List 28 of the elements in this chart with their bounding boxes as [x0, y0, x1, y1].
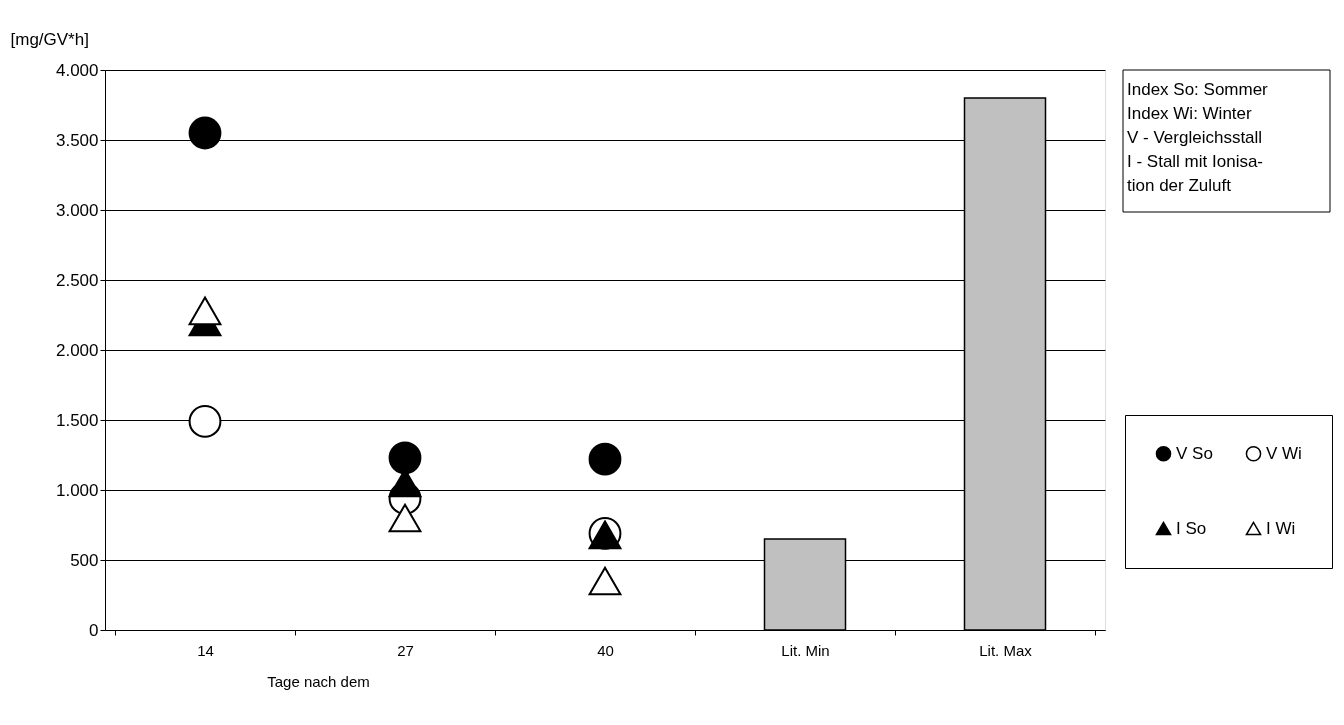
- text: Index So: Sommer Index Wi: Winter V - Vergleichsstall I - Stall mit Ionisa- tion der Zuluft: [1127, 80, 1269, 195]
- y-tick-label: 2.000: [55, 340, 99, 360]
- legend-label: V So: [1176, 443, 1213, 463]
- y-tick-label: 500: [70, 550, 99, 570]
- point: [188, 296, 222, 326]
- legend-label: I So: [1176, 518, 1207, 538]
- point: [588, 442, 622, 476]
- y-tick-label: 3.000: [55, 200, 99, 220]
- point: [188, 405, 222, 438]
- y-tick-label: 1.500: [55, 410, 99, 430]
- legend-label: I Wi: [1266, 518, 1296, 538]
- y-tick-label: 1.000: [55, 480, 99, 500]
- x-tick-label: 14: [197, 641, 214, 659]
- point: [188, 116, 222, 150]
- x-tick-label: Lit. Min: [781, 641, 830, 659]
- x-tick-label: 27: [397, 641, 414, 659]
- y-tick-label: 4.000: [55, 60, 99, 80]
- y-axis-title: [mg/GV*h]: [10, 29, 89, 49]
- x-tick-label: 40: [597, 641, 614, 659]
- x-axis-title: Tage nach dem: [267, 672, 370, 690]
- x-tick-label: Lit. Max: [979, 641, 1033, 659]
- legend-label: V Wi: [1266, 443, 1302, 463]
- y-tick-label: 3.500: [55, 130, 99, 150]
- y-tick-label: 0: [89, 620, 99, 640]
- point: [388, 503, 422, 533]
- point: [588, 566, 622, 596]
- y-tick-label: 2.500: [55, 270, 99, 290]
- point: [388, 441, 422, 475]
